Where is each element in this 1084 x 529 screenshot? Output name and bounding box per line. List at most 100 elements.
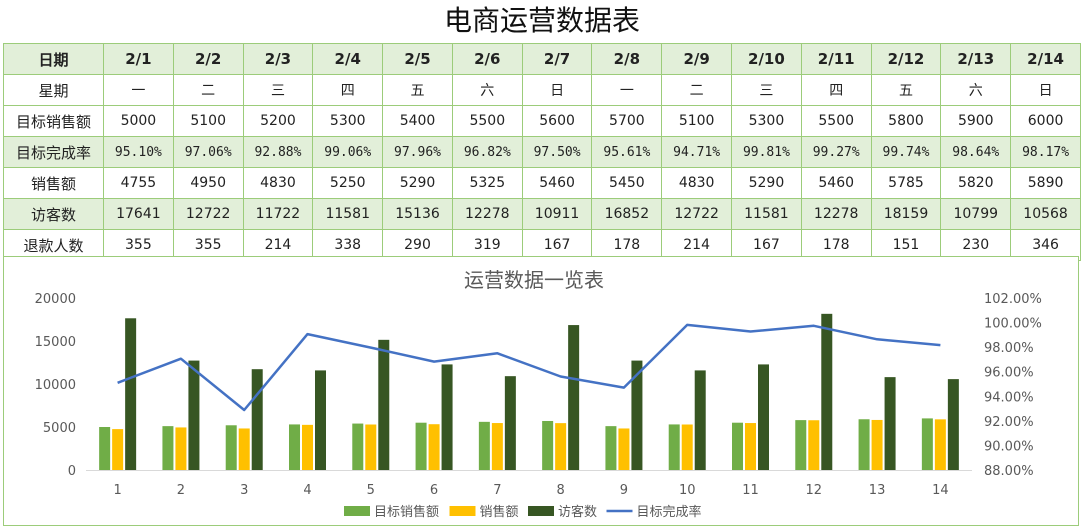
table-cell-refunds: 178 <box>591 229 663 261</box>
x-tick-label: 2 <box>177 483 185 498</box>
table-row-target: 目标销售额 5000 5100 5200 5300 5400 5500 5600 5700 510… <box>3 105 1081 137</box>
bar-1 <box>605 426 617 470</box>
table-cell-rate: 99.81% <box>731 136 802 168</box>
legend-swatch-1 <box>344 506 370 516</box>
table-cell-date: 2/5 <box>382 43 453 75</box>
table-cell-date: 2/9 <box>661 43 733 75</box>
table-cell-target: 5600 <box>521 105 593 137</box>
table-cell-date: 2/7 <box>521 43 593 75</box>
legend-swatch-2 <box>449 506 476 516</box>
bar-1 <box>858 419 870 470</box>
table-cell-sales: 4950 <box>172 167 244 199</box>
table-cell-weekday: 六 <box>940 74 1012 106</box>
bar-3 <box>378 339 390 470</box>
table-row-weekday: 星期一二三四五六日一二三四五六日 <box>3 74 1081 106</box>
x-tick-label: 6 <box>430 483 438 498</box>
table-row-rate: 目标完成率 95.10% 97.06% 92.88% 99.06% 97.96% 96.82… <box>3 136 1081 168</box>
table-cell-sales: 4830 <box>661 167 733 199</box>
x-tick-label: 12 <box>806 483 823 498</box>
x-tick-label: 10 <box>679 483 696 498</box>
bar-2 <box>745 423 756 470</box>
table-cell-visitors: 10799 <box>940 198 1012 230</box>
table-cell-weekday: 六 <box>451 74 523 106</box>
table-cell-target: 5500 <box>451 105 523 137</box>
table-cell-visitors: 10568 <box>1010 198 1081 230</box>
table-cell-visitors: 11722 <box>242 198 314 230</box>
table-cell-date: 2/2 <box>172 43 244 75</box>
y-right-tick-label: 90.00% <box>984 439 1034 454</box>
bar-1 <box>415 422 427 470</box>
table-cell-sales: 5460 <box>521 167 593 199</box>
table-cell-refunds: 319 <box>451 229 523 261</box>
table-cell-visitors: 12722 <box>661 198 733 230</box>
table-cell-visitors: 16852 <box>591 198 663 230</box>
bar-1 <box>795 420 807 470</box>
x-tick-label: 9 <box>620 483 628 498</box>
y-right-tick-label: 100.00% <box>984 317 1042 332</box>
table-cell-sales: 5890 <box>1010 167 1081 199</box>
table-cell-weekday: 三 <box>731 74 802 106</box>
bar-1 <box>99 427 111 470</box>
table-cell-target: 5300 <box>312 105 384 137</box>
table-cell-sales: 5290 <box>731 167 802 199</box>
table-cell-rate: 99.27% <box>800 136 872 168</box>
bar-1 <box>352 423 364 470</box>
bar-2 <box>428 424 440 470</box>
y-right-tick-label: 102.00% <box>984 292 1042 307</box>
table-cell-date: 2/14 <box>1010 43 1081 75</box>
bar-1 <box>162 426 174 470</box>
x-tick-label: 5 <box>367 483 375 498</box>
table-cell-refunds: 167 <box>521 229 593 261</box>
row-label-visitors: 访客数 <box>3 198 104 230</box>
table-cell-visitors: 17641 <box>103 198 174 230</box>
y-right-tick-label: 94.00% <box>984 390 1034 405</box>
bar-2 <box>871 419 883 470</box>
x-tick-label: 3 <box>240 483 248 498</box>
table-cell-weekday: 二 <box>661 74 733 106</box>
bar-1 <box>289 424 300 470</box>
bar-3 <box>125 318 137 470</box>
table-row-visitors: 访客数 17641 12722 11722 11581 15136 12278 10911 16… <box>3 198 1081 230</box>
table-cell-date: 2/6 <box>451 43 523 75</box>
table-cell-weekday: 一 <box>591 74 663 106</box>
table-cell-date: 2/4 <box>312 43 384 75</box>
bar-2 <box>112 429 124 470</box>
bar-1 <box>921 418 933 470</box>
combo-chart: 运营数据一览表 0 5000 10000 15000 20000 88.00% 90.00% 9… <box>35 268 1042 520</box>
y-left-tick-label: 5000 <box>43 421 76 436</box>
y-right-tick-label: 96.00% <box>984 366 1034 381</box>
bar-3 <box>251 369 263 470</box>
y-left-tick-label: 20000 <box>35 292 76 307</box>
bar-3 <box>758 364 769 470</box>
bar-2 <box>365 424 377 470</box>
bar-3 <box>504 376 516 470</box>
bar-3 <box>315 370 326 470</box>
x-tick-label: 8 <box>557 483 565 498</box>
bar-2 <box>618 428 630 470</box>
table-cell-sales: 5290 <box>382 167 453 199</box>
page-title: 电商运营数据表 <box>443 4 640 37</box>
bar-3 <box>694 370 706 470</box>
y-left-tick-label: 10000 <box>35 378 76 393</box>
table-cell-sales: 4755 <box>103 167 174 199</box>
y-right-tick-label: 92.00% <box>984 415 1034 430</box>
table-cell-sales: 5820 <box>940 167 1012 199</box>
table-cell-rate: 99.06% <box>312 136 384 168</box>
table-cell-date: 2/13 <box>940 43 1012 75</box>
table-cell-sales: 5785 <box>870 167 942 199</box>
bar-3 <box>821 313 833 470</box>
table-cell-weekday: 五 <box>382 74 453 106</box>
table-cell-visitors: 11581 <box>312 198 384 230</box>
table-cell-visitors: 18159 <box>870 198 942 230</box>
bar-2 <box>555 423 567 470</box>
row-label-refunds: 退款人数 <box>3 229 104 261</box>
table-cell-target: 5300 <box>731 105 802 137</box>
table-cell-weekday: 三 <box>242 74 314 106</box>
row-label-target: 目标销售额 <box>3 105 104 137</box>
table-cell-visitors: 10911 <box>521 198 593 230</box>
table-cell-target: 5100 <box>172 105 244 137</box>
table-cell-weekday: 四 <box>800 74 872 106</box>
table-cell-refunds: 230 <box>940 229 1012 261</box>
row-label-rate: 目标完成率 <box>3 136 104 168</box>
table-cell-date: 2/8 <box>591 43 663 75</box>
